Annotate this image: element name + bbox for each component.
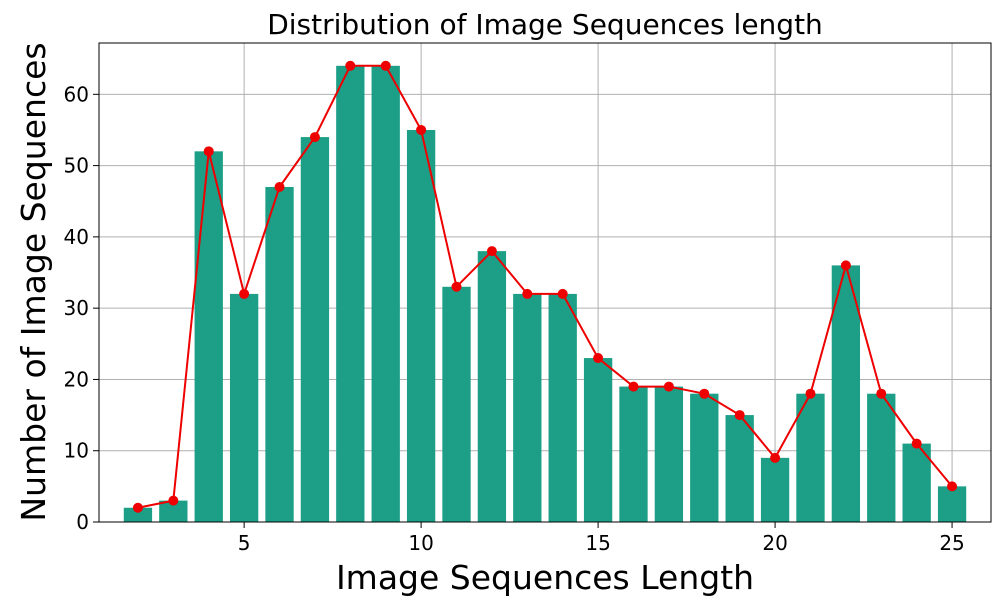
bar xyxy=(902,443,931,522)
line-point xyxy=(309,132,320,143)
y-tick-label: 0 xyxy=(76,510,89,534)
bar xyxy=(548,293,577,522)
y-tick-label: 20 xyxy=(64,367,89,391)
bar xyxy=(159,500,188,522)
line-point xyxy=(203,146,214,157)
line-series xyxy=(132,60,958,513)
x-tick-label: 20 xyxy=(762,531,787,555)
bar xyxy=(654,386,684,522)
bar xyxy=(937,486,967,522)
line-point xyxy=(911,438,922,449)
line-point xyxy=(486,246,497,257)
line-point xyxy=(557,288,568,299)
bar xyxy=(265,186,294,523)
line-point xyxy=(416,124,427,135)
chart-title: Distribution of Image Sequences length xyxy=(267,8,823,41)
line-point xyxy=(522,288,533,299)
line-point xyxy=(345,60,356,71)
y-tick-label: 50 xyxy=(64,154,89,178)
line-point xyxy=(663,381,674,392)
bar xyxy=(194,151,223,522)
line-point xyxy=(699,388,710,399)
bar xyxy=(371,65,400,523)
bar xyxy=(477,251,507,522)
bar xyxy=(406,129,436,522)
line-point xyxy=(947,481,958,492)
line-point xyxy=(132,502,143,513)
line-point xyxy=(239,288,250,299)
bar xyxy=(725,415,754,522)
line-point xyxy=(876,388,887,399)
line-point xyxy=(628,381,639,392)
y-tick-label: 60 xyxy=(64,82,89,106)
y-tick-label: 40 xyxy=(64,225,89,249)
bar xyxy=(229,293,259,522)
bar xyxy=(867,393,896,522)
y-tick-label: 10 xyxy=(64,439,89,463)
bar xyxy=(796,393,825,522)
bar-series xyxy=(123,65,967,523)
x-tick-label: 5 xyxy=(238,531,251,555)
line-point xyxy=(274,181,285,192)
x-tick-label: 10 xyxy=(408,531,433,555)
y-axis-label: Number of Image Sequences xyxy=(14,42,53,521)
line-point xyxy=(168,495,179,506)
bar xyxy=(690,393,719,522)
plot-frame xyxy=(98,42,992,523)
line-point xyxy=(593,353,604,364)
bar xyxy=(619,386,648,522)
bar xyxy=(583,358,613,522)
bar xyxy=(123,507,153,522)
bar xyxy=(513,293,542,522)
line-point xyxy=(734,410,745,421)
x-axis-label: Image Sequences Length xyxy=(336,558,754,597)
trend-line xyxy=(137,64,953,509)
line-point xyxy=(770,452,781,463)
bar xyxy=(336,65,365,523)
bar xyxy=(442,286,471,522)
line-point xyxy=(840,260,851,271)
bar xyxy=(300,137,330,522)
y-tick-label: 30 xyxy=(64,296,89,320)
x-tick-label: 25 xyxy=(939,531,964,555)
x-axis-ticks: 5 10 15 20 25 xyxy=(238,522,965,555)
bar xyxy=(831,265,861,522)
line-point xyxy=(380,60,391,71)
line-point xyxy=(451,281,462,292)
line-point xyxy=(805,388,816,399)
y-axis-ticks: 0 10 20 30 40 50 60 xyxy=(64,82,99,534)
x-tick-label: 15 xyxy=(585,531,610,555)
bar xyxy=(760,457,790,522)
